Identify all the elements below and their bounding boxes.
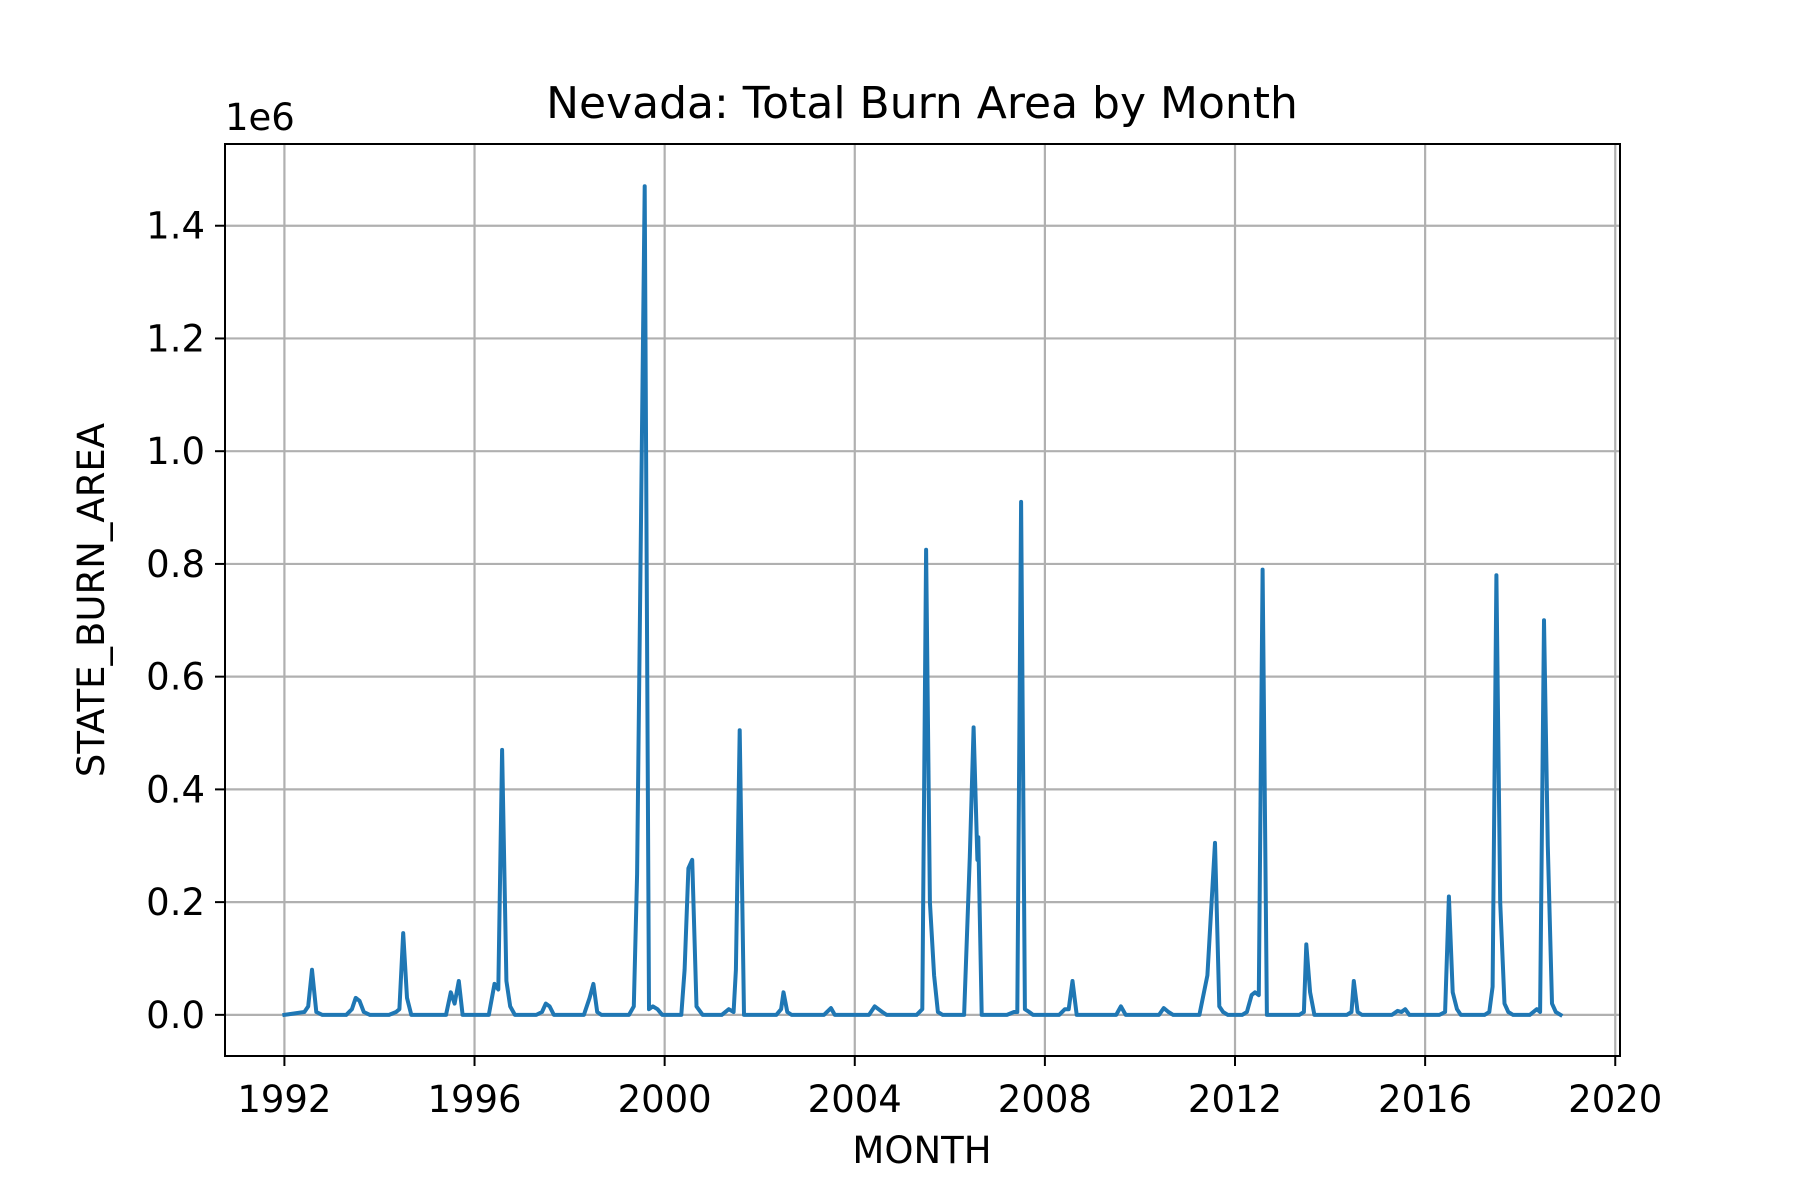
x-tick-label: 2008 [998, 1078, 1092, 1121]
tick-marks [215, 224, 1617, 1066]
y-tick-label: 0.6 [146, 656, 205, 699]
chart-title: Nevada: Total Burn Area by Month [546, 78, 1298, 129]
y-tick-label: 0.0 [146, 994, 205, 1037]
x-tick-label: 2020 [1568, 1078, 1662, 1121]
y-axis-label: STATE_BURN_AREA [70, 423, 113, 777]
x-tick-labels: 1992 1996 2000 2004 2008 2012 2016 2020 [237, 1078, 1662, 1121]
x-tick-label: 2012 [1188, 1078, 1282, 1121]
x-axis-label: MONTH [852, 1129, 991, 1172]
x-tick-label: 1996 [427, 1078, 521, 1121]
y-tick-label: 0.4 [146, 768, 205, 811]
y-tick-label: 0.2 [146, 881, 205, 924]
x-tick-label: 2000 [618, 1078, 712, 1121]
y-tick-label: 1.4 [146, 205, 205, 248]
x-tick-label: 2016 [1378, 1078, 1472, 1121]
y-tick-labels: 0.0 0.2 0.4 0.6 0.8 1.0 1.2 1.4 [146, 205, 205, 1037]
series-layer [282, 184, 1564, 1018]
x-tick-label: 2004 [808, 1078, 902, 1121]
y-offset-label: 1e6 [225, 96, 295, 139]
plot-frame [224, 143, 1621, 1057]
x-tick-label: 1992 [237, 1078, 331, 1121]
y-tick-label: 1.0 [146, 430, 205, 473]
y-tick-label: 0.8 [146, 543, 205, 586]
y-tick-label: 1.2 [146, 317, 205, 360]
series-line [282, 184, 1564, 1018]
